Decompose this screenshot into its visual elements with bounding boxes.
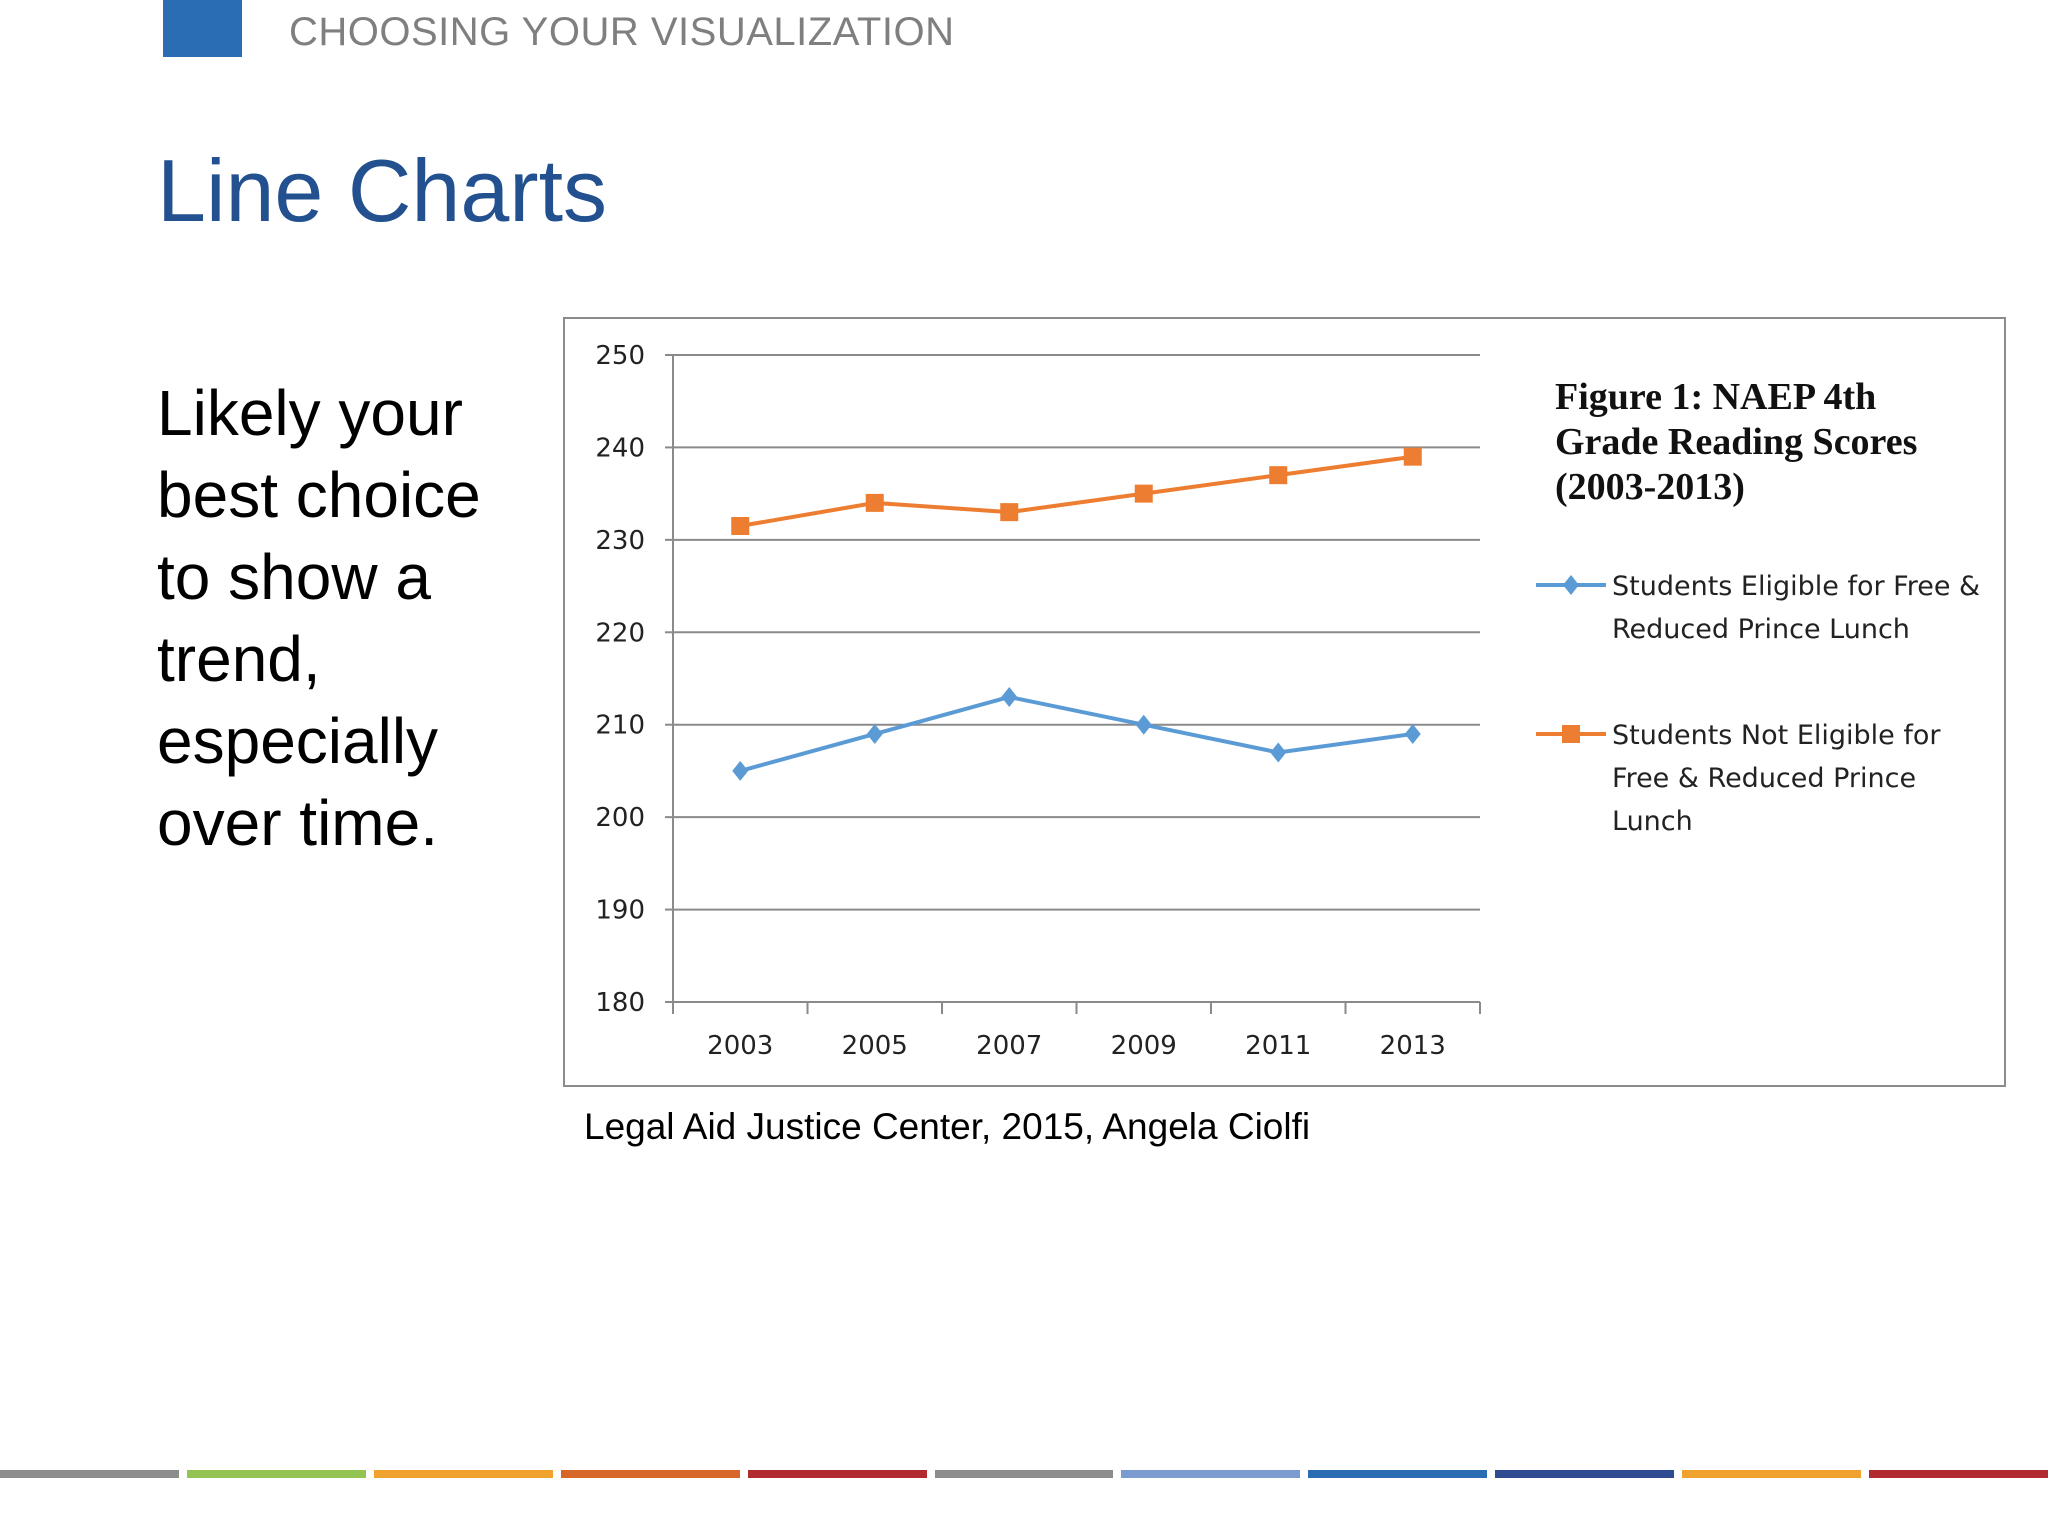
y-tick-label: 190	[595, 896, 645, 926]
footer-segment	[1869, 1470, 2048, 1478]
data-point	[1269, 466, 1288, 485]
y-tick-label: 240	[595, 433, 645, 463]
footer-segment	[560, 1470, 740, 1478]
footer-segment	[1121, 1470, 1301, 1478]
chart-title: Figure 1: NAEP 4th Grade Reading Scores …	[1555, 376, 1918, 508]
x-tick-label: 2005	[842, 1031, 908, 1061]
footer-segment	[1495, 1470, 1675, 1478]
legend-swatch-marker	[1563, 575, 1579, 595]
data-point	[865, 493, 884, 512]
data-point	[1134, 484, 1153, 503]
x-tick-label: 2003	[707, 1031, 773, 1061]
data-point	[1000, 503, 1019, 522]
data-point	[866, 723, 883, 744]
footer-segment	[373, 1470, 553, 1478]
data-point	[1270, 742, 1287, 763]
footer-segment	[934, 1470, 1114, 1478]
data-point	[1403, 447, 1422, 466]
x-tick-label: 2011	[1245, 1031, 1311, 1061]
y-tick-label: 230	[595, 526, 645, 556]
series-line	[739, 454, 1414, 528]
x-tick-label: 2009	[1111, 1031, 1177, 1061]
legend-label-eligible: Students Eligible for Free & Reduced Pri…	[1612, 571, 1981, 645]
data-point	[1135, 714, 1152, 735]
footer-segment	[1682, 1470, 1862, 1478]
y-tick-label: 180	[595, 988, 645, 1018]
body-text: Likely your best choice to show a trend,…	[157, 377, 481, 859]
footer-color-bar	[0, 1470, 2048, 1478]
series-line	[739, 694, 1414, 773]
section-label: CHOOSING YOUR VISUALIZATION	[289, 10, 955, 54]
source-citation: Legal Aid Justice Center, 2015, Angela C…	[584, 1106, 1311, 1147]
data-point	[731, 516, 750, 535]
footer-segment	[186, 1470, 366, 1478]
header-accent-square	[163, 0, 242, 57]
data-point	[732, 760, 749, 781]
legend-swatch-eligible	[1536, 575, 1606, 595]
footer-segment	[1308, 1470, 1488, 1478]
data-point	[1001, 686, 1018, 707]
y-tick-label: 220	[595, 618, 645, 648]
legend-swatch-not-eligible	[1536, 725, 1606, 743]
footer-segment	[0, 1470, 179, 1478]
x-tick-label: 2007	[976, 1031, 1042, 1061]
data-point	[1404, 723, 1421, 744]
y-tick-label: 210	[595, 711, 645, 741]
chart-frame: 180 190 200 210 220 230 240 250 2003 2005 2007 2009…	[563, 317, 2006, 1087]
y-tick-label: 200	[595, 803, 645, 833]
footer-segment	[747, 1470, 927, 1478]
y-tick-label: 250	[595, 341, 645, 371]
legend-label-not-eligible: Students Not Eligible for Free & Reduced…	[1612, 720, 1941, 837]
x-tick-label: 2013	[1380, 1031, 1446, 1061]
legend-swatch-marker	[1562, 725, 1580, 743]
line-chart: 180 190 200 210 220 230 240 250 2003 2005 2007 2009…	[595, 341, 1481, 1061]
slide-title: Line Charts	[157, 141, 608, 240]
